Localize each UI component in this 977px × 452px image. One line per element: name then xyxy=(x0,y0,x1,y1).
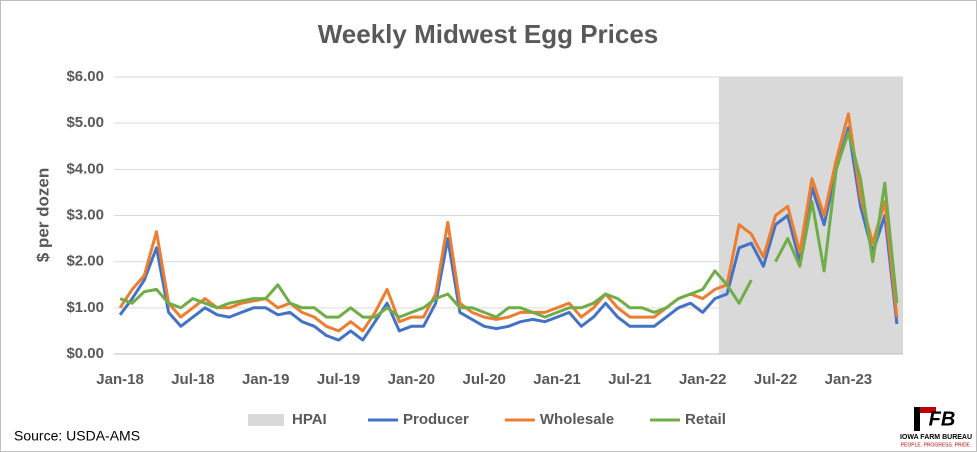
logo-tagline: PEOPLE. PROGRESS. PRIDE. xyxy=(901,442,972,448)
x-tick-label: Jul-18 xyxy=(171,371,214,388)
logo: FB IOWA FARM BUREAU PEOPLE. PROGRESS. PR… xyxy=(900,407,972,448)
x-tick-label: Jan-21 xyxy=(533,371,581,388)
y-tick-label: $0.00 xyxy=(66,345,104,362)
legend-label: Producer xyxy=(403,411,469,428)
logo-name: IOWA FARM BUREAU xyxy=(900,434,972,441)
x-tick-label: Jan-22 xyxy=(679,371,727,388)
logo-shape xyxy=(914,407,920,431)
line-series xyxy=(118,112,899,333)
y-tick-label: $5.00 xyxy=(66,114,104,131)
x-tick-label: Jul-19 xyxy=(317,371,360,388)
source: Source: USDA-AMS xyxy=(14,428,140,444)
y-tick-label: $6.00 xyxy=(66,68,104,85)
y-tick-label: $4.00 xyxy=(66,160,104,177)
legend-swatch xyxy=(248,414,284,426)
line-series xyxy=(118,126,899,342)
legend-label: Retail xyxy=(685,411,726,428)
y-tick-label: $2.00 xyxy=(66,253,104,270)
x-tick-label: Jan-19 xyxy=(242,371,290,388)
x-tick-label: Jan-23 xyxy=(825,371,873,388)
x-tick-label: Jan-20 xyxy=(388,371,436,388)
x-tick-label: Jan-18 xyxy=(96,371,144,388)
legend-label: HPAI xyxy=(292,411,327,428)
legend-label: Wholesale xyxy=(540,411,614,428)
x-tick-label: Jul-22 xyxy=(754,371,797,388)
logo-shape xyxy=(914,407,936,413)
y-tick-label: $1.00 xyxy=(66,299,104,316)
chart-title: Weekly Midwest Egg Prices xyxy=(318,19,659,49)
line-series xyxy=(119,130,899,319)
y-axis-label: $ per dozen xyxy=(33,168,52,262)
logo-mark: FB xyxy=(929,408,956,430)
x-tick-label: Jul-20 xyxy=(463,371,506,388)
y-tick-label: $3.00 xyxy=(66,206,104,223)
x-tick-label: Jul-21 xyxy=(608,371,651,388)
